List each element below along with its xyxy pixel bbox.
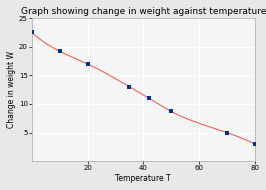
Point bbox=[30, 31, 34, 34]
Point bbox=[147, 97, 151, 100]
Point bbox=[169, 110, 173, 113]
X-axis label: Temperature T: Temperature T bbox=[115, 174, 171, 183]
Point bbox=[127, 85, 131, 88]
Point bbox=[252, 142, 257, 146]
Point bbox=[225, 131, 229, 134]
Point bbox=[85, 62, 90, 65]
Point bbox=[58, 50, 62, 53]
Title: Graph showing change in weight against temperature: Graph showing change in weight against t… bbox=[20, 7, 266, 16]
Y-axis label: Change in weight W: Change in weight W bbox=[7, 51, 16, 128]
